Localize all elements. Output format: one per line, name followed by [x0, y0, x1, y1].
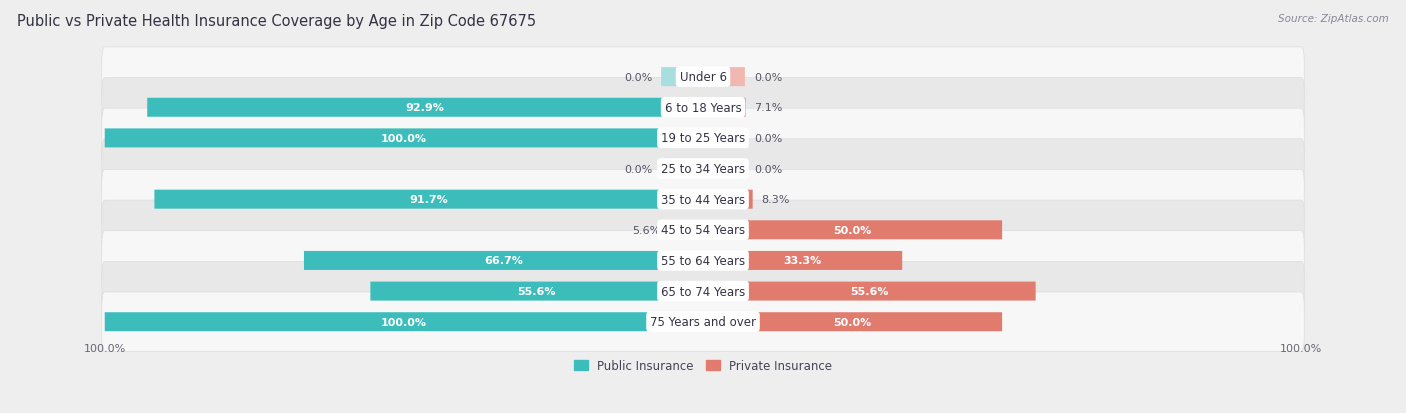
Text: 0.0%: 0.0%	[754, 133, 782, 144]
Text: 66.7%: 66.7%	[484, 256, 523, 266]
Text: 55 to 64 Years: 55 to 64 Years	[661, 254, 745, 267]
FancyBboxPatch shape	[703, 282, 1036, 301]
FancyBboxPatch shape	[703, 252, 903, 270]
Text: 55.6%: 55.6%	[851, 286, 889, 297]
FancyBboxPatch shape	[104, 129, 703, 148]
Text: 50.0%: 50.0%	[834, 317, 872, 327]
FancyBboxPatch shape	[155, 190, 703, 209]
FancyBboxPatch shape	[703, 99, 745, 117]
Text: Under 6: Under 6	[679, 71, 727, 84]
Text: 25 to 34 Years: 25 to 34 Years	[661, 163, 745, 176]
FancyBboxPatch shape	[370, 282, 703, 301]
Text: 45 to 54 Years: 45 to 54 Years	[661, 224, 745, 237]
Text: 91.7%: 91.7%	[409, 195, 449, 205]
Text: 100.0%: 100.0%	[381, 133, 427, 144]
Text: 0.0%: 0.0%	[754, 72, 782, 83]
FancyBboxPatch shape	[703, 313, 1002, 331]
Text: 75 Years and over: 75 Years and over	[650, 316, 756, 328]
Text: 33.3%: 33.3%	[783, 256, 821, 266]
FancyBboxPatch shape	[101, 78, 1305, 138]
Text: 19 to 25 Years: 19 to 25 Years	[661, 132, 745, 145]
FancyBboxPatch shape	[304, 252, 703, 270]
FancyBboxPatch shape	[669, 221, 703, 240]
Text: 7.1%: 7.1%	[755, 103, 783, 113]
Text: Public vs Private Health Insurance Coverage by Age in Zip Code 67675: Public vs Private Health Insurance Cover…	[17, 14, 536, 29]
Text: 5.6%: 5.6%	[633, 225, 661, 235]
Text: 92.9%: 92.9%	[406, 103, 444, 113]
FancyBboxPatch shape	[101, 140, 1305, 199]
Text: 50.0%: 50.0%	[834, 225, 872, 235]
Text: 65 to 74 Years: 65 to 74 Years	[661, 285, 745, 298]
FancyBboxPatch shape	[148, 99, 703, 117]
Text: 6 to 18 Years: 6 to 18 Years	[665, 102, 741, 114]
FancyBboxPatch shape	[101, 170, 1305, 229]
Text: 0.0%: 0.0%	[624, 164, 652, 174]
Text: 0.0%: 0.0%	[754, 164, 782, 174]
FancyBboxPatch shape	[703, 190, 752, 209]
FancyBboxPatch shape	[101, 48, 1305, 107]
FancyBboxPatch shape	[104, 313, 703, 331]
Text: 0.0%: 0.0%	[624, 72, 652, 83]
FancyBboxPatch shape	[703, 160, 745, 178]
Text: 100.0%: 100.0%	[381, 317, 427, 327]
FancyBboxPatch shape	[101, 292, 1305, 351]
Legend: Public Insurance, Private Insurance: Public Insurance, Private Insurance	[574, 359, 832, 372]
Text: 8.3%: 8.3%	[762, 195, 790, 205]
FancyBboxPatch shape	[703, 221, 1002, 240]
FancyBboxPatch shape	[101, 231, 1305, 290]
FancyBboxPatch shape	[101, 201, 1305, 260]
Text: 55.6%: 55.6%	[517, 286, 555, 297]
FancyBboxPatch shape	[101, 262, 1305, 321]
FancyBboxPatch shape	[661, 68, 703, 87]
FancyBboxPatch shape	[703, 68, 745, 87]
FancyBboxPatch shape	[661, 160, 703, 178]
Text: 35 to 44 Years: 35 to 44 Years	[661, 193, 745, 206]
FancyBboxPatch shape	[703, 129, 745, 148]
FancyBboxPatch shape	[101, 109, 1305, 168]
Text: Source: ZipAtlas.com: Source: ZipAtlas.com	[1278, 14, 1389, 24]
